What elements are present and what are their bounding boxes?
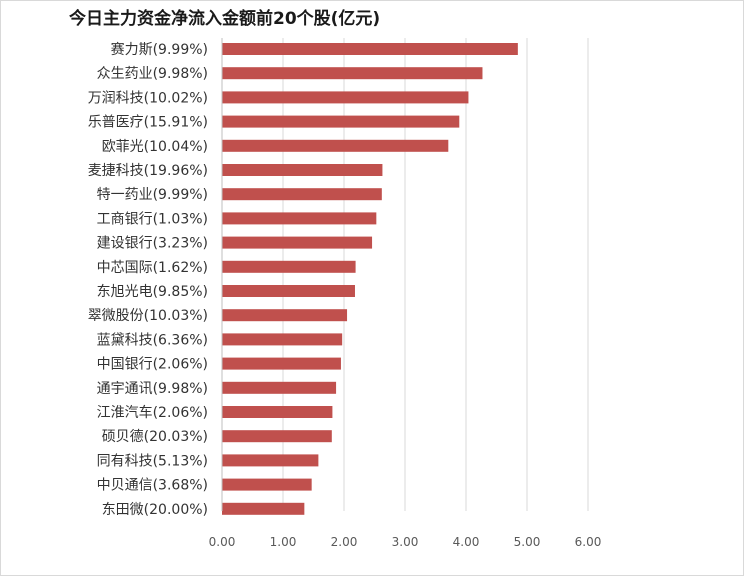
chart-title: 今日主力资金净流入金额前20个股(亿元): [69, 9, 381, 29]
bar: [222, 260, 356, 273]
bar: [222, 212, 377, 225]
category-label: 东田微(20.00%): [102, 502, 208, 518]
category-label: 中国银行(2.06%): [97, 357, 208, 373]
category-label: 建设银行(3.23%): [97, 236, 208, 252]
bar: [222, 115, 460, 128]
bar: [222, 430, 332, 443]
bar: [222, 139, 449, 152]
bar: [222, 478, 312, 491]
category-label: 同有科技(5.13%): [97, 453, 208, 469]
bar: [222, 43, 518, 55]
x-tick-label: 4.00: [453, 535, 480, 549]
bar: [222, 309, 348, 322]
category-label: 赛力斯(9.99%): [111, 42, 208, 58]
x-tick-label: 3.00: [392, 535, 419, 549]
category-label: 东旭光电(9.85%): [97, 284, 208, 300]
category-label: 通宇通讯(9.98%): [97, 381, 208, 397]
x-tick-label: 5.00: [514, 535, 541, 549]
bar: [222, 454, 319, 467]
category-label: 硕贝德(20.03%): [102, 429, 208, 445]
bar: [222, 406, 333, 418]
category-label: 麦捷科技(19.96%): [88, 163, 208, 179]
category-label: 工商银行(1.03%): [97, 211, 208, 227]
category-label: 中贝通信(3.68%): [97, 478, 208, 494]
x-tick-label: 2.00: [331, 535, 358, 549]
x-tick-label: 1.00: [270, 535, 297, 549]
bar: [222, 91, 469, 104]
category-label: 江淮汽车(2.06%): [97, 404, 208, 421]
category-label: 众生药业(9.98%): [97, 66, 208, 82]
bar: [222, 164, 383, 176]
bar: [222, 357, 341, 370]
bar: [222, 285, 355, 297]
category-label: 乐普医疗(15.91%): [88, 115, 208, 131]
category-label: 欧菲光(10.04%): [102, 139, 208, 155]
bar: [222, 236, 373, 249]
category-label: 万润科技(10.02%): [88, 90, 208, 106]
category-label: 特一药业(9.99%): [97, 187, 208, 203]
category-label: 蓝黛科技(6.36%): [97, 332, 208, 348]
x-tick-label: 0.00: [209, 535, 236, 549]
bar: [222, 333, 343, 346]
x-tick-label: 6.00: [575, 535, 602, 549]
category-label: 中芯国际(1.62%): [97, 260, 208, 276]
bar: [222, 381, 337, 394]
bar: [222, 188, 382, 201]
bar: [222, 502, 305, 515]
category-label: 翠微股份(10.03%): [88, 308, 208, 324]
bar: [222, 67, 483, 80]
